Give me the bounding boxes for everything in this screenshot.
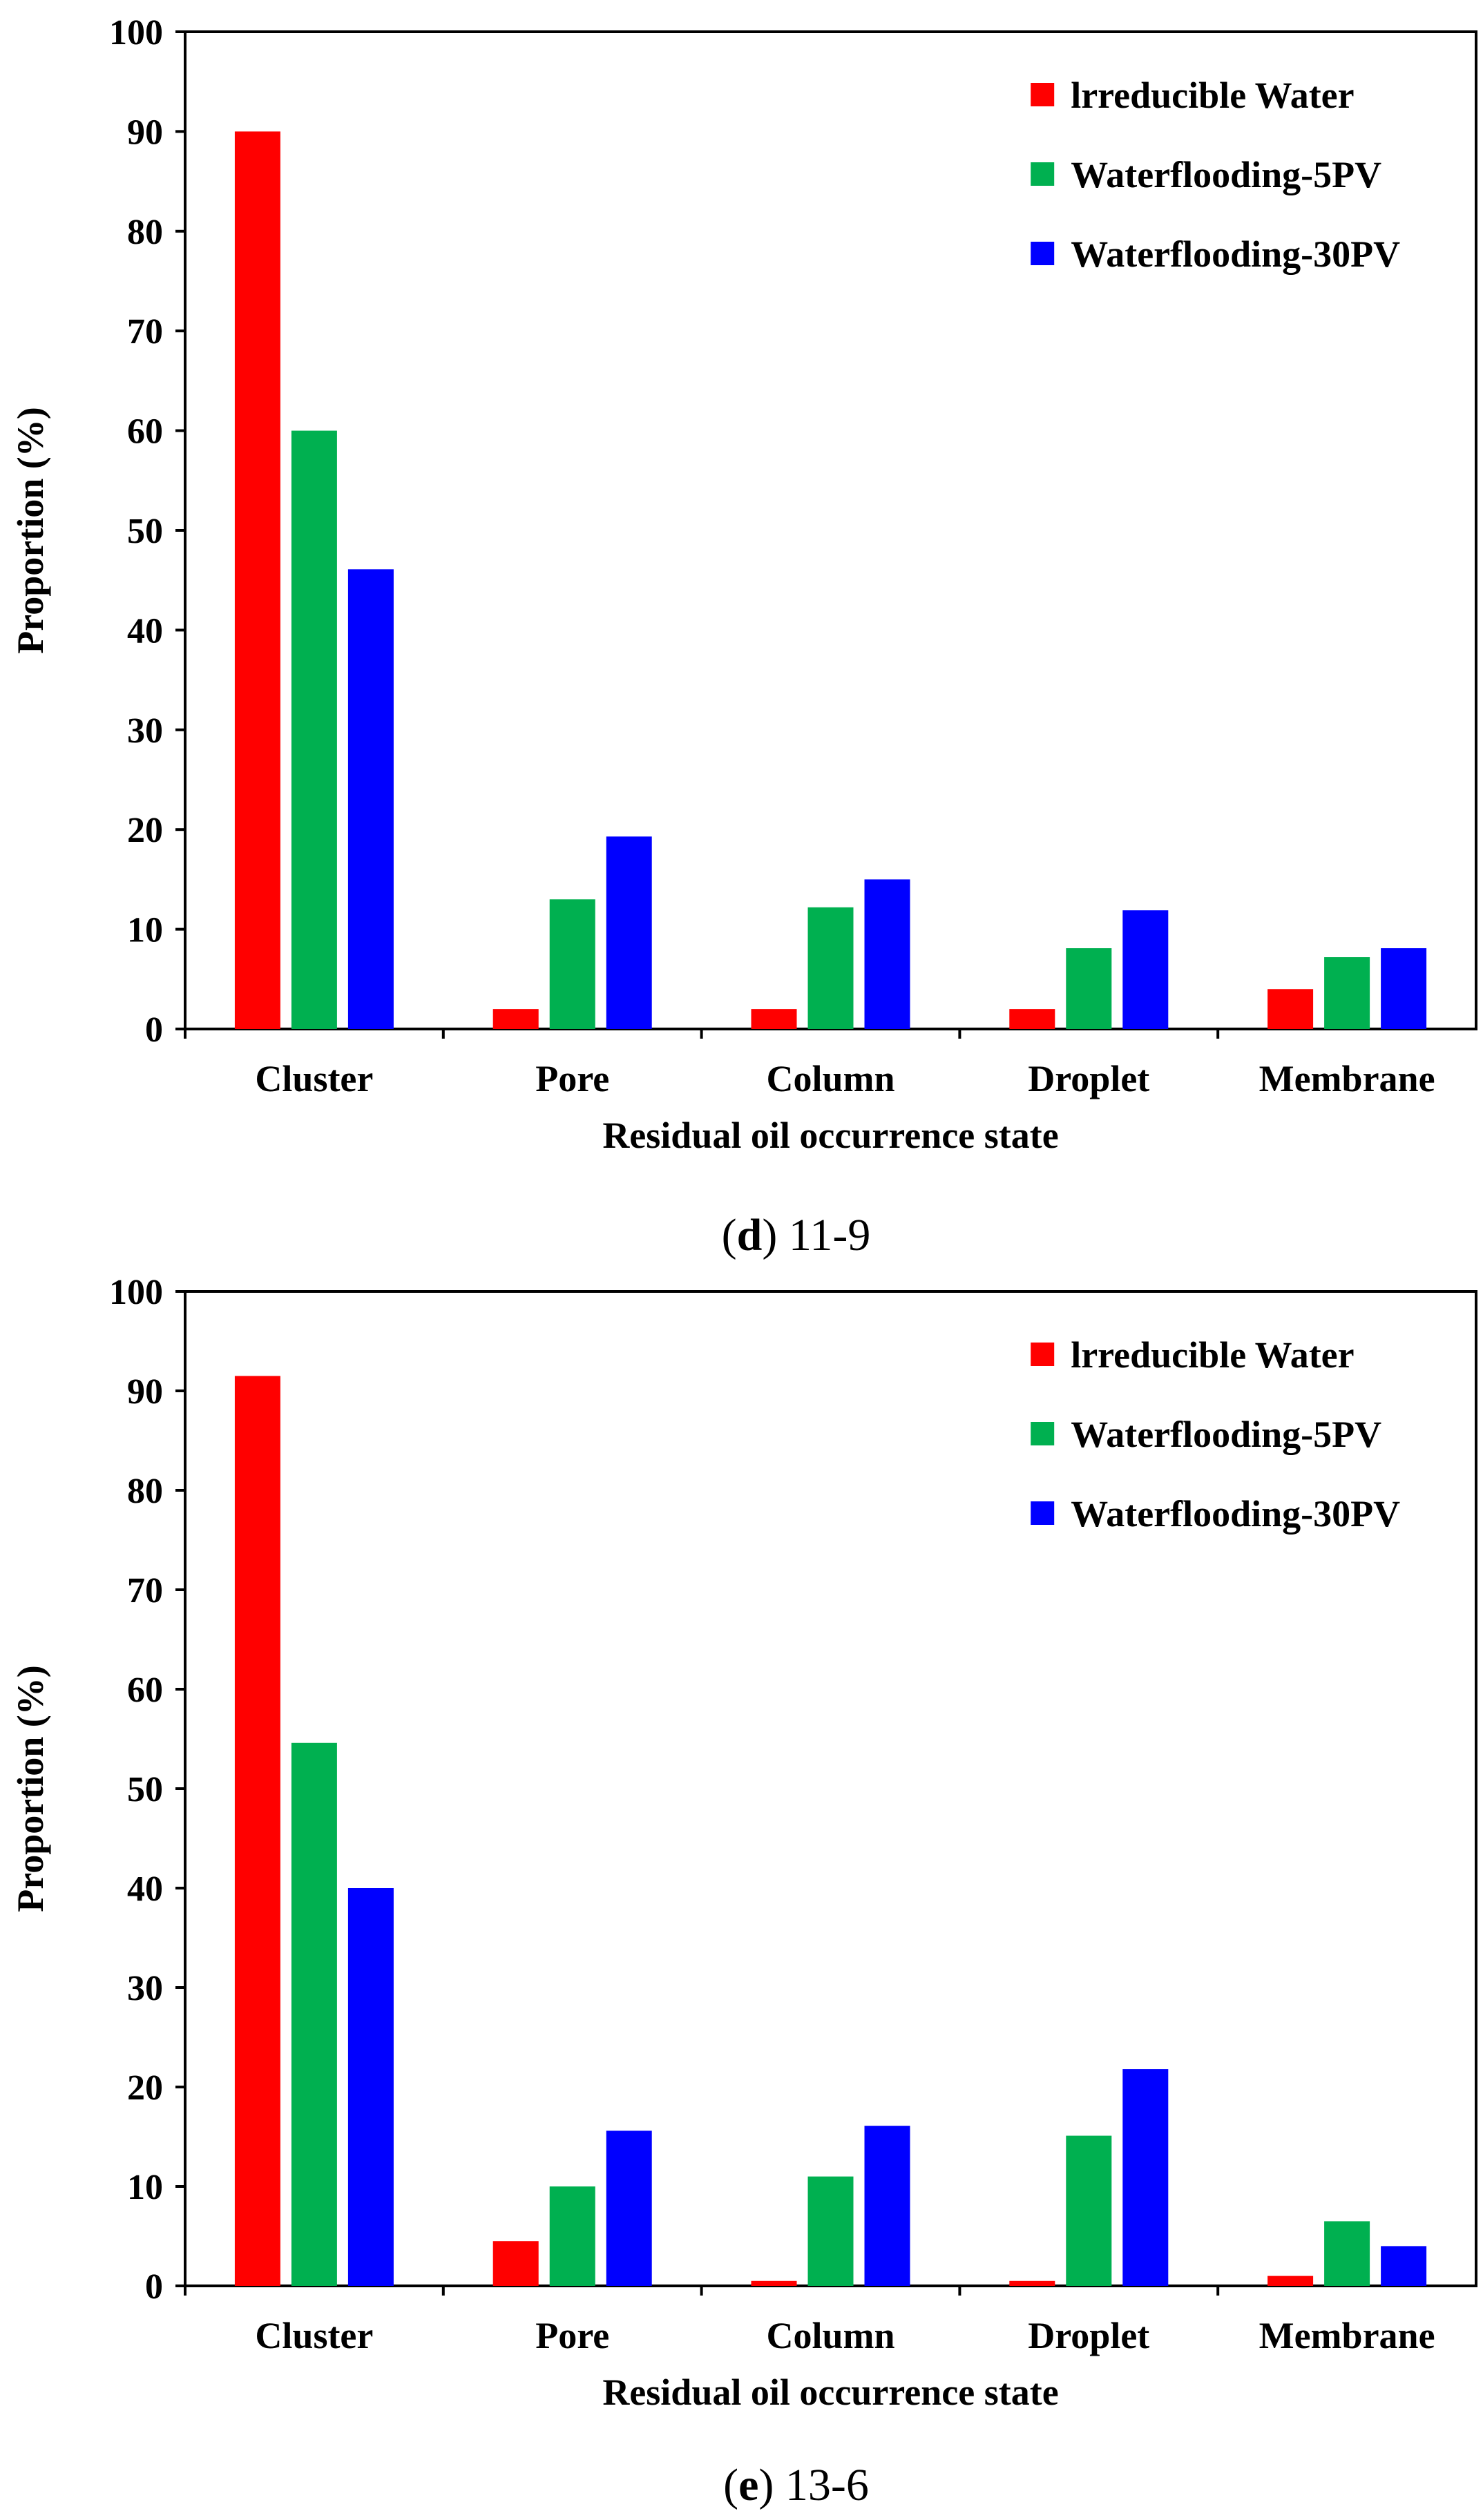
bar-pore-series-3 xyxy=(606,836,652,1029)
y-tick-label: 70 xyxy=(127,312,163,352)
bar-column-series-3 xyxy=(864,879,910,1029)
bar-pore-series-1 xyxy=(492,1009,539,1029)
bar-cluster-series-2 xyxy=(291,1742,337,2286)
legend-swatch xyxy=(1031,162,1055,186)
legend-label: Waterflooding-30PV xyxy=(1071,233,1400,275)
x-category-label: Column xyxy=(766,1058,894,1099)
bar-pore-series-2 xyxy=(549,899,595,1029)
chart-panel-d: 0 10 20 30 40 50 60 70 80 90 100 Cluster Pore Column D… xyxy=(10,13,1477,1156)
y-tick-label: 60 xyxy=(127,1671,163,1710)
bar-cluster-series-3 xyxy=(347,569,394,1029)
x-category-label: Droplet xyxy=(1028,1058,1149,1099)
x-category-label: Droplet xyxy=(1028,2315,1149,2356)
y-tick-label: 100 xyxy=(109,13,163,52)
caption-d-text: 11-9 xyxy=(777,1210,870,1260)
bar-pore-series-3 xyxy=(606,2131,652,2286)
y-tick-label: 50 xyxy=(127,512,163,551)
legend-swatch xyxy=(1031,1343,1055,1366)
bar-membrane-series-1 xyxy=(1267,989,1314,1029)
y-tick-label: 30 xyxy=(127,1969,163,2008)
y-tick-label: 70 xyxy=(127,1571,163,1610)
y-tick-label: 60 xyxy=(127,412,163,452)
x-axis-title: Residual oil occurrence state xyxy=(602,2372,1058,2413)
legend-swatch xyxy=(1031,242,1055,265)
y-tick-label: 10 xyxy=(127,911,163,950)
bar-membrane-series-3 xyxy=(1381,2246,1427,2286)
legend-label: lrreducible Water xyxy=(1071,1334,1354,1376)
bar-membrane-series-1 xyxy=(1267,2276,1314,2286)
y-tick-label: 20 xyxy=(127,811,163,850)
bar-column-series-1 xyxy=(751,1009,797,1029)
bar-droplet-series-2 xyxy=(1066,948,1112,1029)
x-axis-title: Residual oil occurrence state xyxy=(602,1115,1058,1156)
y-axis-title: Proportion (%) xyxy=(10,407,51,653)
legend-swatch xyxy=(1031,1422,1055,1445)
legend-label: Waterflooding-5PV xyxy=(1071,154,1381,195)
y-tick-label: 90 xyxy=(127,113,163,152)
bar-pore-series-1 xyxy=(492,2241,539,2286)
x-category-label: Cluster xyxy=(255,1058,373,1099)
x-category-label: Membrane xyxy=(1259,2315,1435,2356)
bar-droplet-series-3 xyxy=(1122,910,1169,1029)
bar-pore-series-2 xyxy=(549,2186,595,2286)
bar-cluster-series-1 xyxy=(234,131,280,1029)
caption-d: (d) 11-9 xyxy=(722,1210,871,1260)
y-tick-label: 30 xyxy=(127,711,163,751)
caption-e: (e) 13-6 xyxy=(723,2460,869,2510)
x-category-label: Pore xyxy=(535,1058,609,1099)
legend-swatch xyxy=(1031,1501,1055,1525)
bar-cluster-series-3 xyxy=(347,1888,394,2286)
bar-droplet-series-2 xyxy=(1066,2135,1112,2286)
caption-e-text: 13-6 xyxy=(774,2460,868,2510)
bar-column-series-2 xyxy=(807,907,854,1029)
bar-droplet-series-1 xyxy=(1009,1009,1055,1029)
y-tick-label: 40 xyxy=(127,1869,163,1909)
caption-d-letter: d xyxy=(737,1210,763,1260)
y-tick-label: 90 xyxy=(127,1372,163,1412)
bar-column-series-3 xyxy=(864,2126,910,2286)
bar-cluster-series-2 xyxy=(291,430,337,1029)
bar-cluster-series-1 xyxy=(234,1376,280,2286)
legend-swatch xyxy=(1031,83,1055,106)
bar-column-series-2 xyxy=(807,2176,854,2286)
legend-label: Waterflooding-5PV xyxy=(1071,1414,1381,1455)
y-tick-label: 10 xyxy=(127,2168,163,2207)
y-tick-label: 50 xyxy=(127,1770,163,1809)
y-tick-label: 80 xyxy=(127,213,163,252)
legend-label: Waterflooding-30PV xyxy=(1071,1493,1400,1535)
y-tick-label: 0 xyxy=(145,2267,163,2307)
y-tick-label: 20 xyxy=(127,2068,163,2108)
bar-column-series-1 xyxy=(751,2280,797,2286)
bar-membrane-series-2 xyxy=(1324,957,1370,1029)
y-tick-label: 40 xyxy=(127,611,163,651)
x-category-label: Column xyxy=(766,2315,894,2356)
bar-droplet-series-1 xyxy=(1009,2280,1055,2286)
x-category-label: Cluster xyxy=(255,2315,373,2356)
x-category-label: Pore xyxy=(535,2315,609,2356)
y-tick-label: 80 xyxy=(127,1472,163,1511)
bar-membrane-series-2 xyxy=(1324,2221,1370,2286)
legend-label: lrreducible Water xyxy=(1071,75,1354,116)
y-tick-label: 100 xyxy=(109,1273,163,1312)
bar-membrane-series-3 xyxy=(1381,948,1427,1029)
caption-e-letter: e xyxy=(738,2460,758,2510)
x-category-label: Membrane xyxy=(1259,1058,1435,1099)
y-tick-label: 0 xyxy=(145,1010,163,1050)
bar-droplet-series-3 xyxy=(1122,2069,1169,2286)
chart-panel-e: 0 10 20 30 40 50 60 70 80 90 100 Cluster Pore Column D… xyxy=(10,1273,1477,2413)
y-axis-title: Proportion (%) xyxy=(10,1665,51,1912)
